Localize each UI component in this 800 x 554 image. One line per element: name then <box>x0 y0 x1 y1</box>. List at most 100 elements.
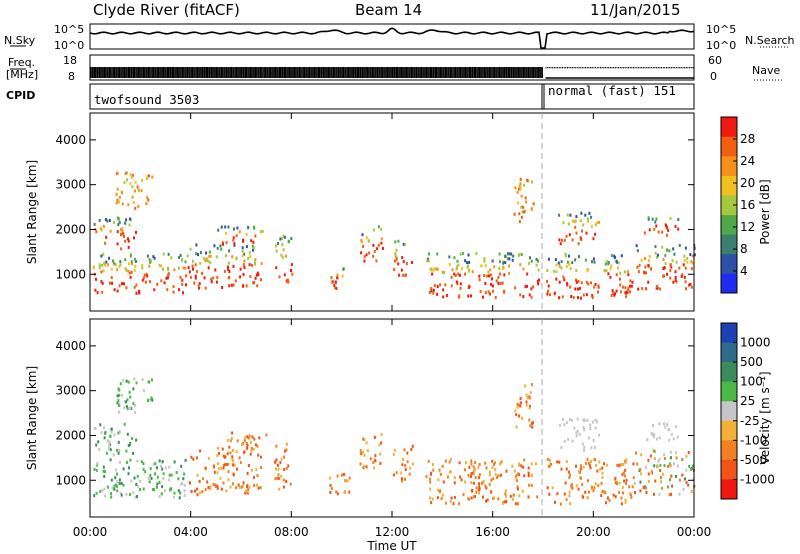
echo-cell <box>146 274 149 278</box>
echo-cell <box>587 219 590 223</box>
nave-dot <box>644 67 646 69</box>
freq-mark <box>432 67 434 78</box>
echo-cell <box>96 463 99 467</box>
freq-mark <box>437 67 439 78</box>
freq-mark <box>324 67 326 78</box>
freq-mark <box>454 67 457 78</box>
echo-cell <box>577 279 580 283</box>
echo-cell <box>624 286 627 290</box>
freq-mark <box>229 67 231 78</box>
echo-cell <box>491 277 493 281</box>
echo-cell <box>594 426 597 430</box>
freq-mark <box>303 67 306 78</box>
echo-cell <box>251 435 254 439</box>
echo-cell <box>656 465 659 468</box>
echo-cell <box>181 282 184 286</box>
echo-cell <box>173 460 176 464</box>
freq-mark <box>122 67 124 78</box>
echo-cell <box>475 486 478 490</box>
freq-mark <box>256 67 258 78</box>
freq-mark <box>237 67 239 78</box>
echo-cell <box>603 462 605 466</box>
echo-cell <box>226 438 229 442</box>
echo-cell <box>666 272 669 276</box>
freq-mark <box>243 67 245 78</box>
echo-cell <box>374 454 377 458</box>
echo-cell <box>219 476 222 480</box>
freq-mark <box>91 67 93 78</box>
nave-dot <box>590 67 592 69</box>
echo-cell <box>239 275 242 279</box>
echo-cell <box>134 258 137 261</box>
echo-cell <box>365 465 368 469</box>
freq-mark <box>271 67 273 78</box>
echo-cell <box>651 217 654 221</box>
freq-mark <box>102 67 104 78</box>
freq-mark <box>215 67 217 78</box>
echo-cell <box>380 241 383 245</box>
echo-cell <box>190 490 193 493</box>
echo-cell <box>198 286 201 290</box>
echo-cell <box>653 449 656 453</box>
echo-cell <box>573 220 576 223</box>
echo-cell <box>330 276 333 280</box>
freq-mark <box>149 67 151 78</box>
echo-cell <box>121 202 124 206</box>
freq-mark <box>208 67 210 78</box>
echo-cell <box>604 491 607 495</box>
echo-cell <box>526 396 529 400</box>
freq-mark <box>340 67 342 78</box>
echo-cell <box>216 484 219 488</box>
echo-cell <box>590 487 593 491</box>
freq-mark <box>509 67 511 78</box>
echo-cell <box>581 442 584 446</box>
echo-cell <box>482 495 484 499</box>
echo-cell <box>504 489 507 493</box>
freq-mark <box>535 67 537 78</box>
echo-cell <box>373 435 376 439</box>
colorbar-swatch <box>721 362 737 382</box>
freq-mark <box>514 67 516 78</box>
echo-cell <box>655 217 658 221</box>
echo-cell <box>118 410 120 414</box>
echo-cell <box>630 495 633 499</box>
freq-mark <box>415 67 418 78</box>
echo-cell <box>116 489 119 493</box>
freq-mark <box>132 67 134 78</box>
nave-dot <box>565 67 567 69</box>
echo-cell <box>243 436 246 440</box>
echo-cell <box>559 423 562 427</box>
echo-cell <box>599 467 602 471</box>
echo-cell <box>375 259 378 263</box>
echo-cell <box>474 476 477 479</box>
echo-cell <box>622 491 624 495</box>
echo-cell <box>249 255 252 259</box>
echo-cell <box>655 224 658 228</box>
freq-mark <box>188 67 190 78</box>
echo-cell <box>116 171 119 175</box>
echo-cell <box>372 228 375 232</box>
echo-cell <box>194 489 196 493</box>
colorbar-tick-label: 1000 <box>740 336 771 350</box>
nave-dot <box>674 67 676 69</box>
echo-cell <box>401 479 404 483</box>
echo-cell <box>674 224 677 228</box>
echo-cell <box>641 287 644 291</box>
echo-cell <box>518 184 521 188</box>
freq-mark <box>327 67 329 78</box>
echo-cell <box>130 260 133 264</box>
freq-mark <box>266 67 268 78</box>
echo-cell <box>583 448 585 452</box>
freq-mark <box>402 67 404 78</box>
echo-cell <box>639 472 642 476</box>
echo-cell <box>668 493 671 497</box>
echo-cell <box>483 259 486 263</box>
echo-cell <box>573 426 576 430</box>
echo-cell <box>609 267 612 271</box>
power-scatter <box>92 171 696 300</box>
echo-cell <box>478 482 481 486</box>
echo-cell <box>491 284 494 288</box>
echo-cell <box>257 486 260 490</box>
echo-cell <box>141 278 144 282</box>
freq-mark <box>512 67 514 78</box>
